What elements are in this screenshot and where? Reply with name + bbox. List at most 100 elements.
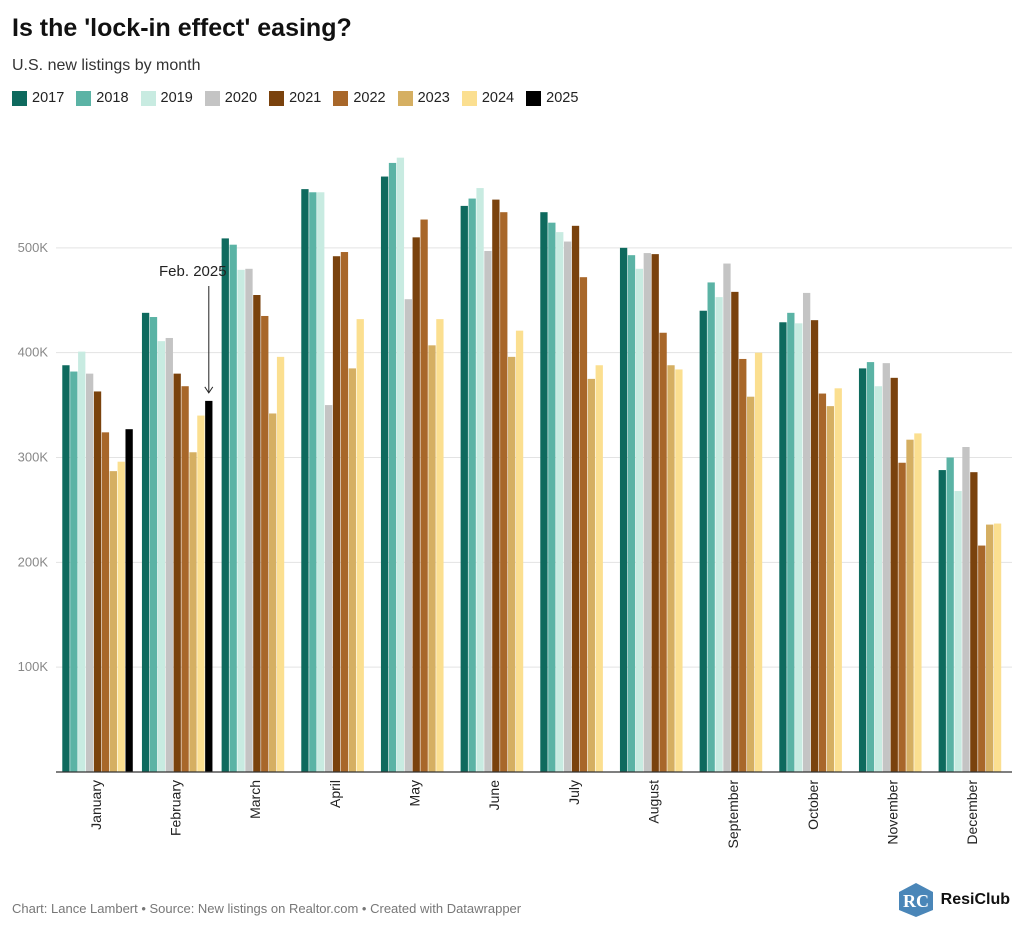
bar-july-2024 [595, 365, 603, 772]
y-tick-label: 400K [18, 345, 49, 360]
bar-march-2018 [229, 244, 237, 772]
bar-may-2021 [412, 237, 420, 773]
x-tick-label: January [88, 780, 104, 830]
brand-name: ResiClub [940, 891, 1010, 908]
bar-february-2025 [205, 400, 213, 772]
bar-january-2023 [109, 471, 117, 772]
bar-september-2020 [723, 263, 731, 772]
bar-april-2023 [348, 368, 356, 772]
bar-june-2022 [500, 212, 508, 772]
bar-december-2024 [993, 523, 1002, 772]
legend-swatch [397, 90, 413, 106]
y-tick-label: 500K [18, 240, 49, 255]
bar-march-2023 [269, 413, 277, 772]
x-tick-label: December [964, 780, 980, 845]
x-tick-label: March [247, 780, 263, 819]
bar-september-2024 [754, 352, 763, 772]
bar-november-2019 [874, 386, 883, 772]
legend-label: 2025 [546, 90, 579, 106]
bar-february-2023 [189, 452, 197, 772]
bar-february-2024 [197, 415, 205, 772]
bar-december-2019 [954, 491, 962, 772]
bar-february-2019 [157, 341, 166, 772]
bar-march-2020 [245, 268, 253, 772]
bar-september-2017 [699, 310, 707, 772]
legend-item-2019: 2019 [140, 90, 193, 106]
bar-august-2022 [659, 332, 667, 772]
bar-january-2024 [117, 461, 125, 772]
x-tick-label: November [885, 780, 901, 845]
bar-december-2023 [986, 524, 994, 772]
legend-item-2023: 2023 [397, 90, 450, 106]
x-tick-label: June [486, 780, 502, 811]
legend-swatch [204, 90, 220, 106]
bar-september-2021 [731, 291, 739, 772]
x-tick-label: July [566, 780, 582, 805]
bar-march-2021 [253, 295, 261, 772]
x-tick-label: February [168, 780, 184, 836]
bar-july-2021 [571, 225, 580, 772]
bar-january-2019 [78, 351, 86, 772]
bar-october-2017 [779, 322, 787, 772]
bar-august-2017 [619, 247, 628, 773]
bar-october-2022 [818, 393, 827, 772]
legend-label: 2019 [160, 90, 193, 106]
legend-item-2017: 2017 [12, 90, 64, 106]
bar-august-2024 [675, 369, 683, 772]
bar-february-2020 [165, 337, 173, 772]
legend-label: 2024 [481, 90, 515, 106]
legend-swatch [461, 90, 477, 106]
bar-september-2023 [747, 396, 755, 772]
bar-october-2023 [826, 406, 834, 772]
bar-december-2022 [978, 545, 986, 772]
bar-march-2017 [221, 238, 229, 773]
legend-label: 2021 [289, 90, 322, 106]
bar-june-2019 [476, 188, 484, 772]
bar-may-2019 [396, 157, 405, 773]
y-tick-label: 200K [18, 554, 49, 569]
bar-february-2021 [173, 373, 181, 772]
source-credit: Chart: Lance Lambert • Source: New listi… [12, 901, 522, 916]
bar-october-2021 [810, 320, 819, 772]
bar-november-2020 [882, 363, 890, 772]
bar-september-2018 [707, 282, 715, 772]
bar-april-2018 [309, 192, 317, 772]
bar-january-2017 [62, 365, 70, 772]
bar-october-2020 [802, 292, 811, 772]
legend-item-2022: 2022 [333, 90, 386, 106]
bar-december-2021 [970, 472, 978, 772]
bar-february-2017 [141, 312, 150, 772]
x-tick-label: September [725, 780, 741, 849]
brand-logo: RC ResiClub [897, 882, 1010, 918]
bar-july-2019 [556, 232, 564, 772]
bar-december-2018 [946, 457, 954, 772]
bar-may-2024 [436, 319, 444, 772]
bar-october-2024 [834, 388, 842, 772]
bar-november-2018 [866, 362, 875, 772]
bar-march-2024 [276, 356, 285, 772]
bar-november-2017 [858, 368, 867, 772]
bar-march-2022 [261, 315, 269, 772]
bar-february-2022 [181, 386, 189, 772]
chart-subtitle: U.S. new listings by month [12, 57, 201, 74]
x-tick-label: October [805, 780, 821, 830]
legend-swatch [12, 90, 27, 106]
bar-may-2022 [420, 219, 428, 773]
logo-monogram: RC [903, 891, 929, 911]
legend-label: 2017 [32, 90, 65, 106]
bar-may-2023 [428, 345, 436, 772]
bar-august-2020 [643, 253, 651, 772]
x-tick-label: May [407, 780, 423, 806]
bar-november-2024 [914, 433, 922, 772]
bar-november-2022 [898, 462, 906, 772]
bar-january-2025 [125, 429, 133, 772]
resiclub-logo-icon: RC [898, 883, 933, 917]
legend-label: 2018 [96, 90, 129, 106]
bar-june-2024 [515, 330, 524, 772]
bar-december-2020 [962, 447, 970, 772]
legend-label: 2022 [353, 90, 386, 106]
legend-item-2025: 2025 [526, 90, 578, 106]
bar-november-2021 [890, 377, 898, 772]
bar-july-2023 [587, 378, 595, 772]
bar-september-2019 [715, 297, 723, 772]
